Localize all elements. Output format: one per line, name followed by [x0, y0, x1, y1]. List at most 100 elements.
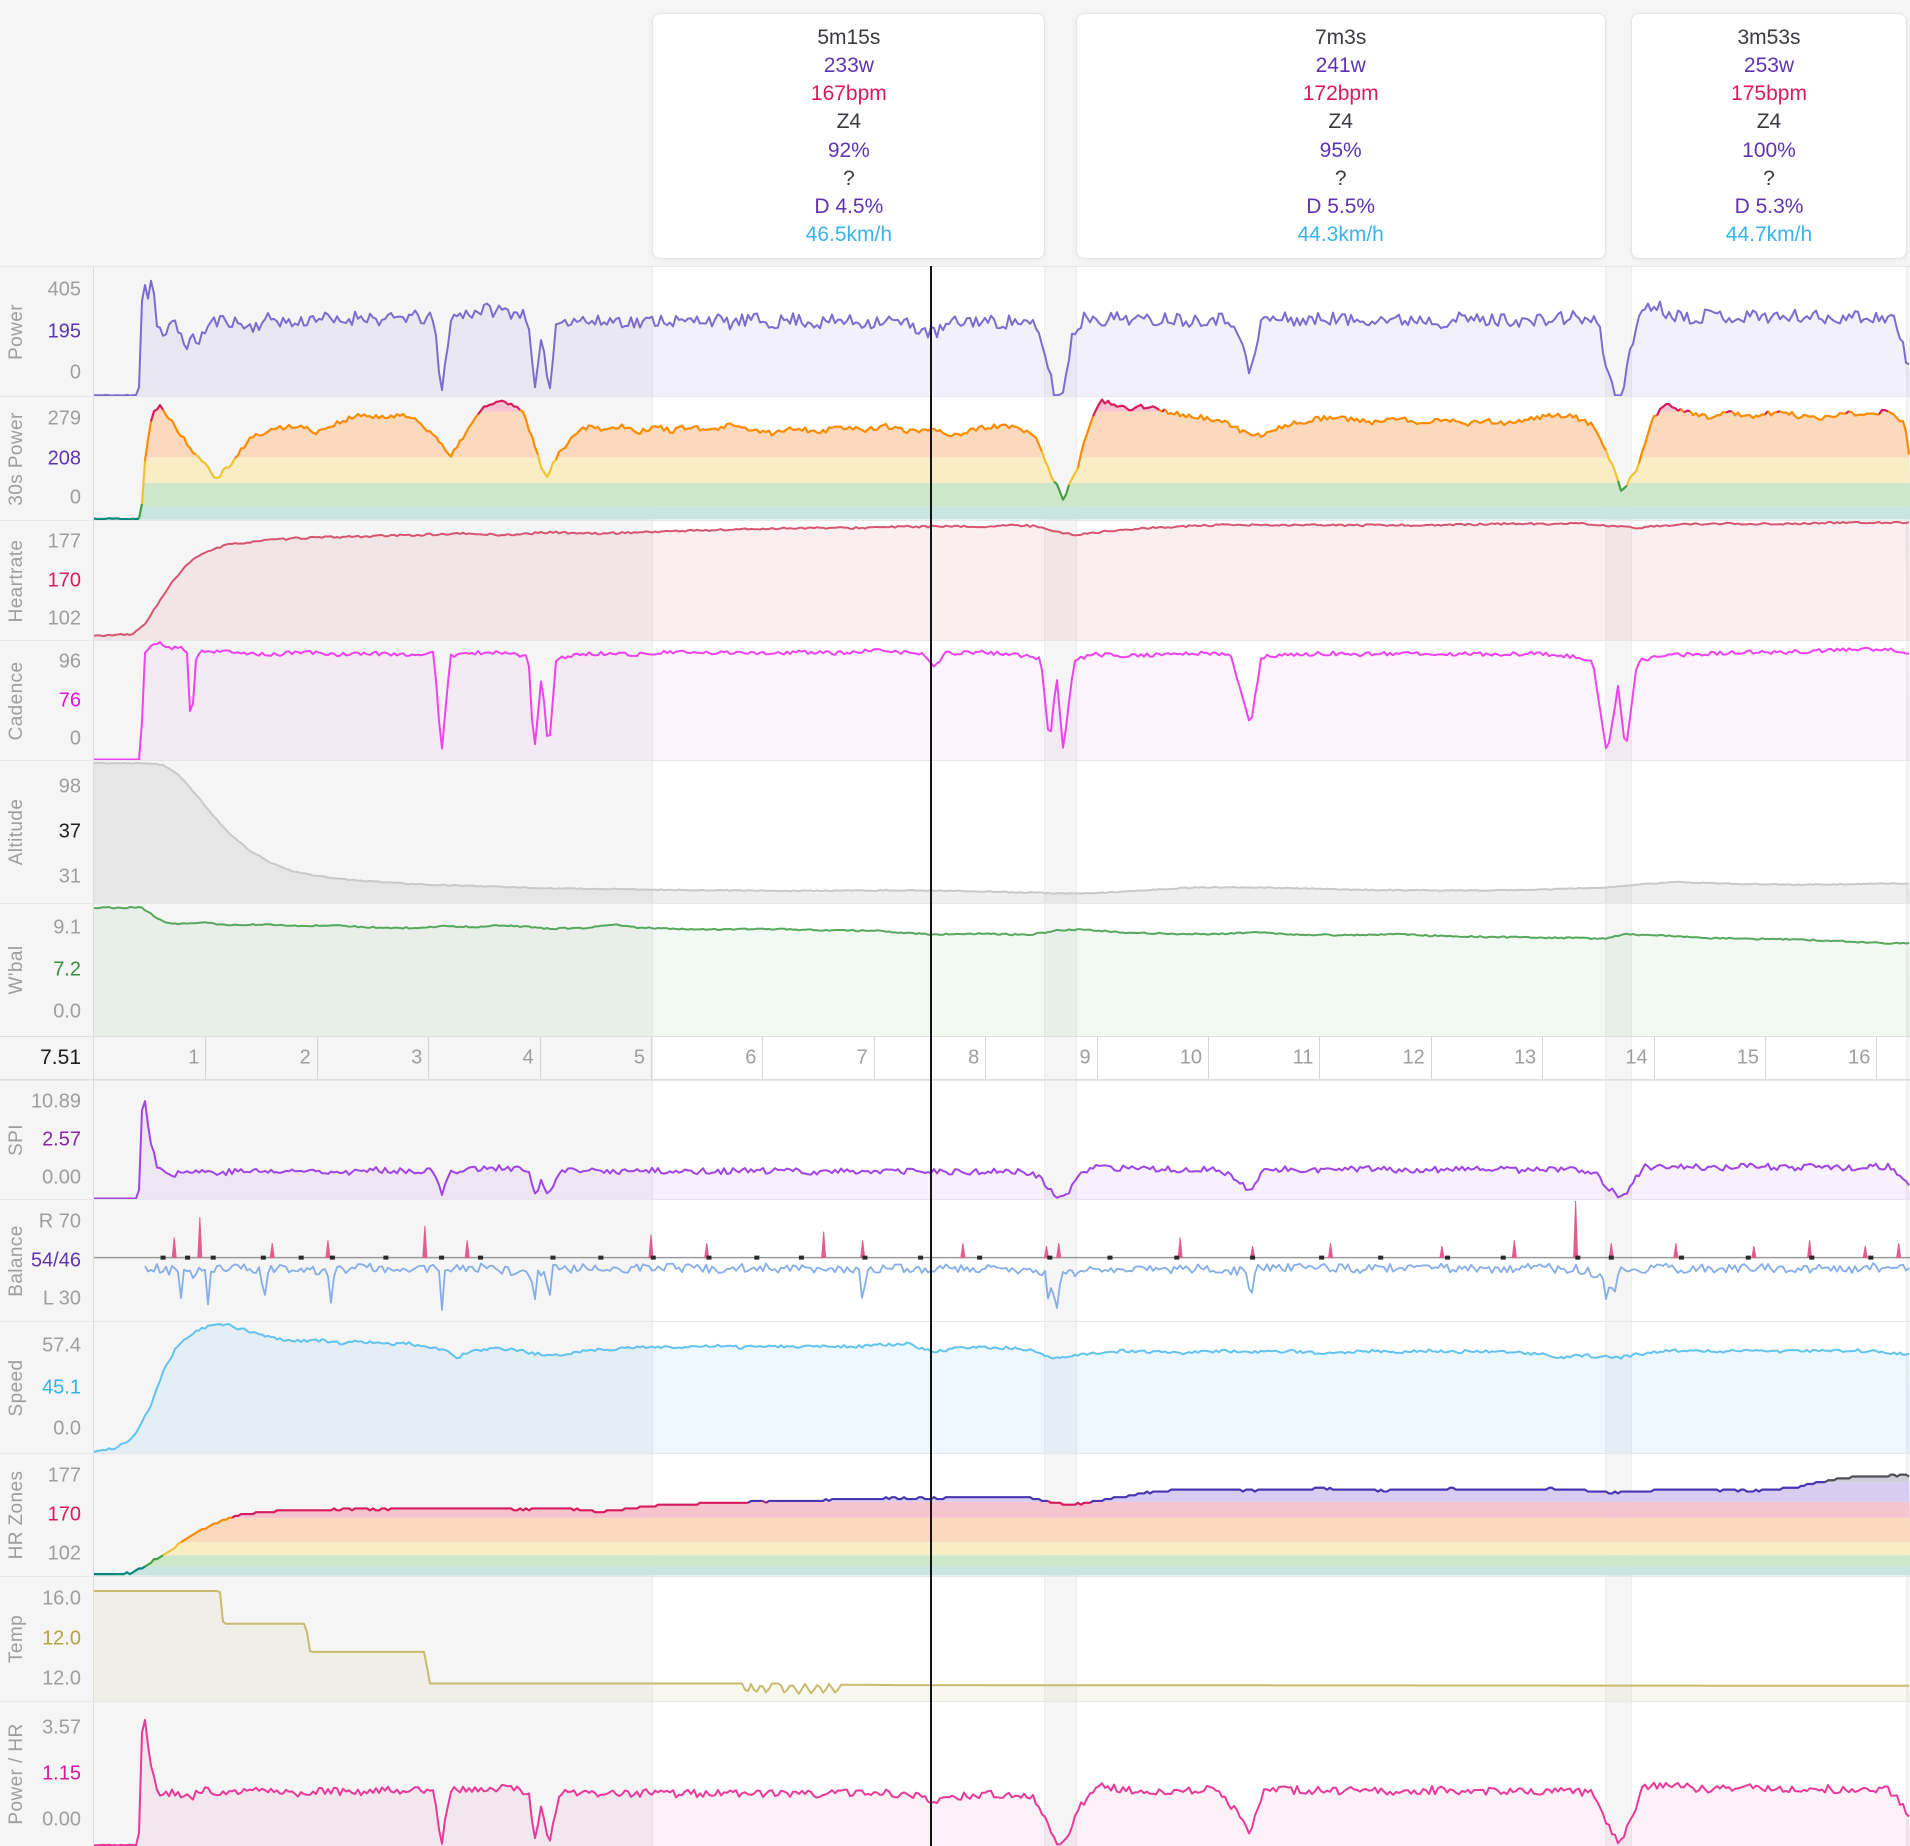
- cursor-line[interactable]: [930, 266, 932, 1846]
- axis-tick: [873, 1037, 875, 1079]
- track-name-label: Cadence: [6, 661, 27, 740]
- interval-stat-power: 253w: [1743, 54, 1795, 78]
- track-plot-spi[interactable]: [93, 1081, 1910, 1199]
- track-gutter-temp: Temp 16.0 12.0 12.0: [0, 1577, 93, 1701]
- axis-cursor-value: 170: [47, 569, 81, 591]
- track-plot-powerhr[interactable]: [93, 1702, 1910, 1846]
- track-chart-spi[interactable]: [94, 1081, 1910, 1199]
- interval-summary-card[interactable]: 5m15s 233w 167bpm Z4 92%? D 4.5% 46.5km/h: [652, 13, 1046, 259]
- axis-max-label: 177: [47, 1464, 81, 1487]
- track-plot-cadence[interactable]: [93, 641, 1910, 760]
- track-plot-hrzones[interactable]: [93, 1454, 1910, 1576]
- track-gutter-hrzones: HR Zones 177 170 102: [0, 1454, 93, 1576]
- axis-max-label: 98: [58, 775, 81, 798]
- track-chart-power[interactable]: [94, 267, 1910, 396]
- axis-cursor-value: 2.57: [42, 1128, 81, 1151]
- track-plot-wbal[interactable]: [93, 904, 1910, 1036]
- track-gutter-wbal: W'bal 9.1 7.2 0.0: [0, 904, 93, 1036]
- interval-stat-zone: Z4: [1328, 110, 1353, 134]
- track-chart-hrzones[interactable]: [94, 1454, 1910, 1576]
- interval-stat-speed: 46.5km/h: [805, 222, 893, 246]
- axis-tick: [316, 1037, 318, 1079]
- axis-tick-label: 8: [968, 1046, 980, 1069]
- track-name-label: W'bal: [6, 945, 27, 995]
- track-chart-wbal[interactable]: [94, 904, 1910, 1036]
- track-chart-cadence[interactable]: [94, 641, 1910, 760]
- track-name-label: Temp: [6, 1614, 27, 1664]
- axis-cursor-value: 1.15: [42, 1762, 81, 1785]
- track-gutter-heartrate: Heartrate 177 170 102: [0, 521, 93, 640]
- track-name-label: Power / HR: [6, 1723, 27, 1825]
- axis-tick-label: 15: [1736, 1046, 1759, 1069]
- track-row-wbal: W'bal 9.1 7.2 0.0: [0, 903, 1910, 1036]
- track-chart-heartrate[interactable]: [94, 521, 1910, 640]
- axis-tick-label: 9: [1079, 1046, 1091, 1069]
- track-chart-speed[interactable]: [94, 1322, 1910, 1453]
- axis-tick: [651, 1037, 652, 1079]
- interval-band[interactable]: [1075, 266, 1606, 1846]
- interval-stat-heartrate: 172bpm: [1302, 82, 1379, 106]
- interval-stat-heartrate: 175bpm: [1731, 82, 1807, 106]
- interval-stat-speed: 44.3km/h: [1297, 222, 1384, 246]
- interval-stat-quality: ?: [842, 166, 855, 190]
- axis-min-label: 0.00: [42, 1166, 81, 1189]
- track-gutter-altitude: Altitude 98 37 31: [0, 761, 93, 903]
- track-gutter-speed: Speed 57.4 45.1 0.0: [0, 1322, 93, 1453]
- track-chart-balance[interactable]: [94, 1200, 1910, 1321]
- axis-max-label: 16.0: [42, 1587, 81, 1610]
- axis-cursor-value: 76: [58, 689, 81, 711]
- track-chart-temp[interactable]: [94, 1577, 1910, 1701]
- axis-max-label: 57.4: [42, 1334, 81, 1357]
- axis-tick-label: 3: [411, 1046, 423, 1069]
- interval-stat-intensity: 95%: [1319, 138, 1362, 162]
- track-chart-power30s[interactable]: [94, 397, 1910, 520]
- axis-tick-label: 16: [1848, 1046, 1871, 1069]
- interval-stat-heartrate: 167bpm: [810, 82, 887, 106]
- axis-tick: [1765, 1037, 1766, 1079]
- track-plot-temp[interactable]: [93, 1577, 1910, 1701]
- interval-stat-power: 241w: [1315, 54, 1366, 78]
- track-name-label: Heartrate: [6, 539, 27, 622]
- interval-summary-card[interactable]: 7m3s 241w 172bpm Z4 95%? D 5.5% 44.3km/h: [1075, 13, 1606, 259]
- track-plot-balance[interactable]: [93, 1200, 1910, 1321]
- interval-stat-intensity: 100%: [1742, 138, 1796, 162]
- track-gutter-cadence: Cadence 96 76 0: [0, 641, 93, 760]
- track-name-label: Balance: [6, 1224, 27, 1297]
- axis-min-label: 0: [69, 727, 81, 750]
- axis-tick: [539, 1037, 541, 1079]
- axis-max-label: R 70: [38, 1210, 81, 1233]
- track-row-heartrate: Heartrate 177 170 102: [0, 520, 1910, 640]
- axis-tick-label: 7: [856, 1046, 868, 1069]
- axis-tick-label: 4: [522, 1046, 534, 1069]
- interval-band[interactable]: [1631, 266, 1907, 1846]
- axis-cursor-value: 7.51: [40, 1046, 81, 1069]
- axis-min-label: 0: [69, 361, 81, 384]
- track-gutter-balance: Balance R 70 54/46 L 30: [0, 1200, 93, 1321]
- axis-min-label: 0.0: [53, 1000, 81, 1023]
- track-plot-heartrate[interactable]: [93, 521, 1910, 640]
- axis-tick: [1319, 1037, 1321, 1079]
- interval-stat-intensity: 92%: [827, 138, 870, 162]
- axis-max-label: 10.89: [30, 1090, 81, 1113]
- track-chart-altitude[interactable]: [94, 761, 1910, 903]
- axis-min-label: 102: [47, 1542, 81, 1565]
- track-plot-speed[interactable]: [93, 1322, 1910, 1453]
- track-gutter-spi: SPI 10.89 2.57 0.00: [0, 1081, 93, 1199]
- track-gutter-power: Power 405 195 0: [0, 267, 93, 396]
- interval-summary-card[interactable]: 3m53s 253w 175bpm Z4 100%? D 5.3% 44.7km/h: [1631, 13, 1907, 259]
- track-chart-powerhr[interactable]: [94, 1702, 1910, 1846]
- axis-max-label: 96: [58, 650, 81, 673]
- track-plot-altitude[interactable]: [93, 761, 1910, 903]
- interval-stat-decoupling: D 5.5%: [1306, 194, 1376, 218]
- axis-min-label: 0: [69, 486, 81, 509]
- axis-tick-label: 1: [188, 1046, 200, 1069]
- axis-tick: [1653, 1037, 1655, 1079]
- track-row-balance: Balance R 70 54/46 L 30: [0, 1199, 1910, 1321]
- track-row-powerhr: Power / HR 3.57 1.15 0.00: [0, 1701, 1910, 1846]
- axis-cursor-value: 195: [47, 320, 81, 342]
- axis-tick: [1096, 1037, 1098, 1079]
- axis-min-label: 0.00: [42, 1808, 81, 1831]
- track-plot-power[interactable]: [93, 267, 1910, 396]
- axis-plot[interactable]: 1 2 3 4 5 6 7 8 9 10 11 12 13 14 15 16: [93, 1037, 1910, 1079]
- track-plot-power30s[interactable]: [93, 397, 1910, 520]
